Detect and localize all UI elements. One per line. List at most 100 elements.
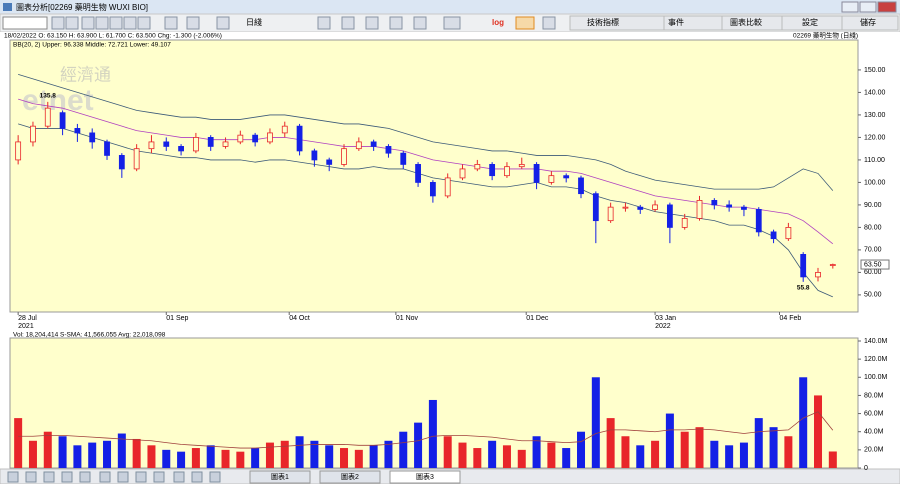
candle-body [15,141,22,161]
y-tick-label: 60.00 [864,269,882,276]
draw-tool[interactable] [79,471,91,483]
maximize-button[interactable] [859,1,877,13]
tool-button[interactable] [95,16,109,30]
volume-bar [651,440,660,468]
tool-button[interactable] [81,16,95,30]
volume-header: Vol: 18,204,414 S-SMA: 41,566,055 Avg: 2… [13,332,166,339]
candle-body [74,128,81,134]
draw-tool[interactable] [153,471,165,483]
period-select[interactable]: 日綫 [246,17,262,27]
candle-body [681,218,688,228]
tab[interactable] [319,470,381,484]
candle-body [163,141,170,147]
line-style[interactable] [389,16,403,30]
tab-label[interactable]: 圖表1 [271,472,289,481]
app-icon [3,3,12,11]
y-tick-label: 60.0M [864,410,884,417]
candle-body [785,227,792,240]
draw-tool[interactable] [43,471,55,483]
ohlc-style[interactable] [365,16,379,30]
volume-bar [577,431,586,468]
volume-bar [532,436,541,468]
settings-menu[interactable]: 設定 [802,17,818,27]
x-tick-label: 01 Sep [166,315,188,322]
annotation: 55.8 [797,285,810,292]
volume-bar [43,431,52,468]
symbol-input[interactable] [2,16,48,30]
zoom-out[interactable] [186,16,200,30]
tool-button[interactable] [51,16,65,30]
x-tick-label: 28 Jul [18,315,37,322]
volume-bar [488,440,497,468]
candle-body [504,166,510,177]
tool-button[interactable] [137,16,151,30]
volume-bar [280,440,289,468]
tab-label[interactable]: 圖表3 [416,472,434,481]
candle-body [592,193,599,222]
candle-body [267,132,273,143]
area-style[interactable] [413,16,427,30]
tool-button[interactable] [65,16,79,30]
volume-bar [221,449,230,468]
x-tick-label: 01 Dec [526,315,549,322]
volume-bar [236,451,245,468]
volume-bar [517,449,526,468]
close-button[interactable] [877,1,897,13]
save-button[interactable]: 儲存 [860,17,876,27]
candle-body [548,175,555,183]
tool-button[interactable] [542,16,556,30]
compare-menu[interactable]: 圖表比較 [730,17,762,27]
scale-toggle[interactable] [515,16,535,30]
candle-body [800,254,807,278]
draw-tool[interactable] [209,471,221,483]
tool-button[interactable] [123,16,137,30]
candle-body [400,152,407,165]
candle-body [192,137,199,152]
price-plot [9,39,859,313]
title-bar [0,0,900,14]
volume-bar [310,440,319,468]
candle-body [118,155,125,170]
events-menu[interactable]: 事件 [668,17,684,27]
volume-bar [340,448,349,468]
window-title: 圖表分析[02269 藥明生物 WUXI BIO] [16,2,148,12]
draw-tool[interactable] [99,471,111,483]
y-tick-label: 150.00 [864,67,886,74]
tool-button[interactable] [109,16,123,30]
candle-body [355,141,362,150]
candle-body [652,204,658,210]
draw-tool[interactable] [25,471,37,483]
tab[interactable] [249,470,311,484]
volume-bar [606,418,615,468]
tab-active[interactable] [389,470,461,484]
log-toggle[interactable]: log [492,18,504,27]
table-button[interactable] [443,16,461,30]
menu[interactable] [841,15,899,31]
draw-tool[interactable] [61,471,73,483]
candle-body [296,125,303,152]
volume-bar [147,445,156,468]
bar-style[interactable] [341,16,355,30]
x-tick-label: 04 Feb [779,315,801,322]
volume-bar [14,418,23,468]
draw-tool[interactable] [173,471,185,483]
draw-tool[interactable] [191,471,203,483]
watermark: 經濟通 [60,65,111,84]
indicators-menu[interactable]: 技術指標 [587,17,619,27]
candle-body [207,137,214,147]
clock[interactable] [216,16,230,30]
zoom-in[interactable] [164,16,178,30]
draw-tool[interactable] [7,471,19,483]
candle-style[interactable] [317,16,331,30]
candle-body [518,164,525,168]
volume-bar [814,395,823,468]
minimize-button[interactable] [841,1,859,13]
draw-tool[interactable] [135,471,147,483]
volume-bar [636,445,645,468]
tab-label[interactable]: 圖表2 [341,472,359,481]
volume-bar [725,445,734,468]
draw-tool[interactable] [117,471,129,483]
candle-body [563,175,570,179]
x-tick-label: 03 Jan [655,315,676,322]
volume-bar [458,442,467,468]
